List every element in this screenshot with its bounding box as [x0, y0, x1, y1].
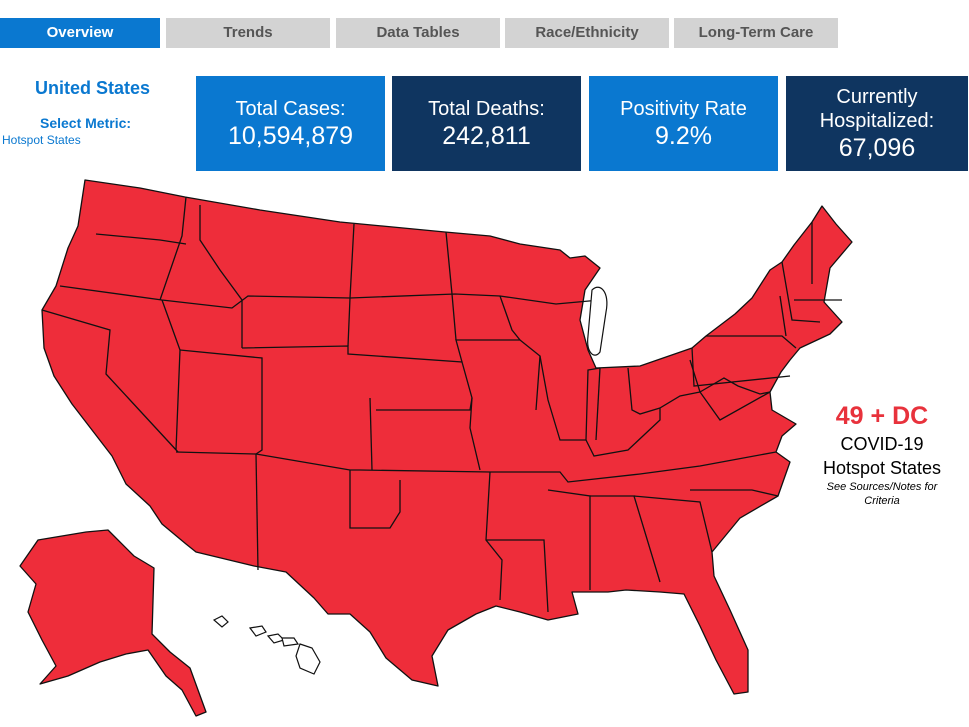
hotspot-count: 49 + DC	[835, 402, 929, 430]
tab-long-term-care[interactable]: Long-Term Care	[674, 18, 838, 48]
total-deaths-label: Total Deaths:	[428, 97, 545, 120]
alaska[interactable]	[19, 529, 207, 717]
country-title: United States	[34, 78, 151, 98]
tab-overview[interactable]: Overview	[0, 18, 160, 48]
total-deaths-value: 242,811	[442, 121, 531, 150]
hotspot-line-2: Hotspot States	[822, 458, 942, 478]
hotspot-line-1: COVID-19	[840, 434, 924, 454]
positivity-rate-value: 9.2%	[655, 121, 712, 150]
tab-data-tables[interactable]: Data Tables	[336, 18, 500, 48]
hospitalized-value: 67,096	[838, 133, 916, 162]
sources-note[interactable]: See Sources/Notes for Criteria	[826, 481, 938, 507]
positivity-rate-card: Positivity Rate 9.2%	[589, 76, 778, 171]
metric-selector[interactable]: Hotspot States	[2, 133, 81, 147]
us-hotspot-map	[19, 179, 853, 717]
hawaii-island	[248, 625, 267, 637]
total-deaths-card: Total Deaths: 242,811	[392, 76, 581, 171]
total-cases-card: Total Cases: 10,594,879	[196, 76, 385, 171]
hawaii-island	[281, 637, 300, 647]
positivity-rate-label: Positivity Rate	[620, 97, 747, 120]
total-cases-value: 10,594,879	[227, 121, 354, 150]
hawaii-island	[212, 615, 229, 628]
total-cases-label: Total Cases:	[235, 97, 346, 120]
hospitalized-label: Currently Hospitalized:	[819, 85, 935, 132]
select-metric-label: Select Metric:	[40, 115, 132, 131]
tab-race-ethnicity[interactable]: Race/Ethnicity	[505, 18, 669, 48]
tab-trends[interactable]: Trends	[166, 18, 330, 48]
hotspot-annotation: 49 + DC COVID-19 Hotspot States See Sour…	[812, 400, 952, 508]
hawaii-island	[295, 643, 321, 675]
hospitalized-card: Currently Hospitalized: 67,096	[786, 76, 968, 171]
